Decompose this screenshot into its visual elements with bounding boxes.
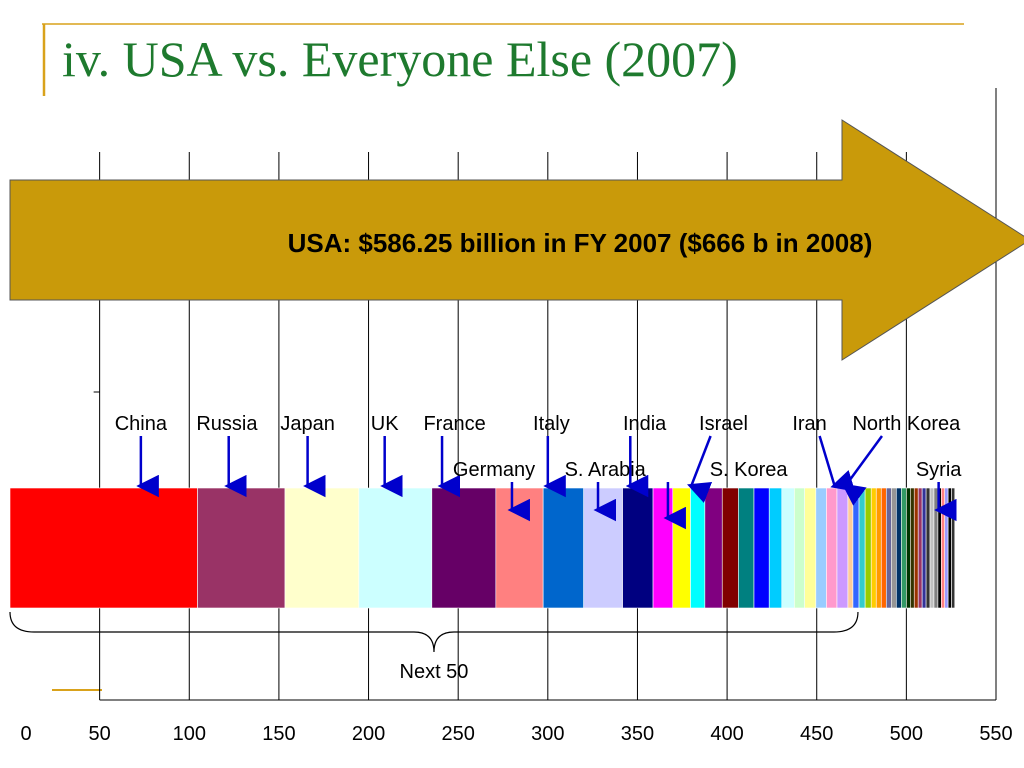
label-s-korea: S. Korea — [710, 459, 789, 481]
bar-segment-20 — [804, 487, 817, 609]
label-israel: Israel — [699, 413, 748, 435]
bar-segment-32 — [891, 487, 897, 609]
tick-label-50: 50 — [89, 723, 111, 745]
bar-segment-33 — [896, 487, 902, 609]
label-russia: Russia — [196, 413, 258, 435]
label-germany: Germany — [453, 459, 535, 481]
bar-segment-17 — [768, 487, 783, 609]
bar-segment-2 — [197, 487, 286, 609]
tick-label-550: 550 — [979, 723, 1012, 745]
bar-segment-21 — [815, 487, 827, 609]
bar-segment-44 — [941, 487, 946, 609]
bar-segment-6 — [495, 487, 544, 609]
tick-label-0: 0 — [20, 723, 31, 745]
label-uk: UK — [371, 413, 399, 435]
bar-segment-30 — [880, 487, 887, 609]
bar-segment-9 — [622, 487, 654, 609]
bar-segment-37 — [913, 487, 919, 609]
bar-segment-18 — [781, 487, 795, 609]
brace-shape — [9, 611, 859, 653]
tick-label-350: 350 — [621, 723, 654, 745]
usa-arrow-label: USA: $586.25 billion in FY 2007 ($666 b … — [288, 228, 873, 258]
arrow-israel — [687, 435, 713, 503]
tick-label-300: 300 — [531, 723, 564, 745]
label-india: India — [623, 413, 667, 435]
bar-segment-13 — [704, 487, 723, 609]
tick-label-200: 200 — [352, 723, 385, 745]
usa-arrow: USA: $586.25 billion in FY 2007 ($666 b … — [9, 119, 1024, 361]
bar-segment-14 — [721, 487, 739, 609]
bar-segment-23 — [836, 487, 849, 609]
label-iran: Iran — [792, 413, 826, 435]
bar-segment-24 — [847, 487, 854, 609]
bar-segment-16 — [753, 487, 770, 609]
bar-segment-28 — [870, 487, 877, 609]
label-italy: Italy — [533, 413, 570, 435]
bar-segment-15 — [738, 487, 755, 609]
bar-segment-25 — [852, 487, 860, 609]
bar-segment-45 — [944, 487, 949, 609]
tick-label-400: 400 — [710, 723, 743, 745]
tick-label-450: 450 — [800, 723, 833, 745]
bar-segment-4 — [358, 487, 433, 609]
bar-segment-8 — [583, 487, 623, 609]
bar-segment-40 — [925, 487, 931, 609]
bar-segment-41 — [929, 487, 935, 609]
bar-segment-5 — [431, 487, 497, 609]
x-axis-ticks: 0 50 100 150 200 250 300 350 400 450 500 550 — [20, 723, 1012, 745]
bar-segment-34 — [901, 487, 907, 609]
bar-segment-46 — [947, 487, 952, 609]
bar-segment-31 — [885, 487, 892, 609]
arrow-north-korea — [841, 435, 883, 506]
bar-segment-26 — [858, 487, 866, 609]
bar-segment-7 — [542, 487, 584, 609]
next-50-brace: Next 50 — [9, 611, 859, 683]
arrow-iran — [818, 435, 856, 492]
label-france: France — [423, 413, 485, 435]
bar-segment-29 — [875, 487, 882, 609]
usa-arrow-shape — [9, 119, 1024, 361]
tick-label-500: 500 — [890, 723, 923, 745]
bar-segment-42 — [933, 487, 939, 609]
bar-segment-11 — [672, 487, 691, 609]
bar-segment-1 — [9, 487, 198, 609]
label-syria: Syria — [916, 459, 962, 481]
label-s-arabia: S. Arabia — [565, 459, 647, 481]
label-japan: Japan — [280, 413, 335, 435]
label-china: China — [115, 413, 168, 435]
brace-label: Next 50 — [400, 661, 469, 683]
bar-segment-38 — [917, 487, 923, 609]
tick-label-250: 250 — [441, 723, 474, 745]
bar-segment-35 — [906, 487, 911, 609]
bar-segment-47 — [951, 487, 956, 609]
bar-segment-27 — [864, 487, 872, 609]
bar-segment-19 — [794, 487, 806, 609]
slide-decoration — [42, 23, 964, 691]
bar-segment-3 — [284, 487, 360, 609]
bar-segment-10 — [652, 487, 674, 609]
slide-title: iv. USA vs. Everyone Else (2007) — [62, 31, 738, 87]
bar-segment-39 — [921, 487, 927, 609]
stacked-bar — [9, 487, 956, 609]
bar-segment-22 — [826, 487, 838, 609]
bar-segment-12 — [690, 487, 706, 609]
label-north-korea: North Korea — [852, 413, 961, 435]
tick-label-100: 100 — [173, 723, 206, 745]
country-annotations: China Russia Japan UK France Italy India Israel… — [115, 413, 962, 530]
bar-segment-36 — [910, 487, 915, 609]
tick-label-150: 150 — [262, 723, 295, 745]
